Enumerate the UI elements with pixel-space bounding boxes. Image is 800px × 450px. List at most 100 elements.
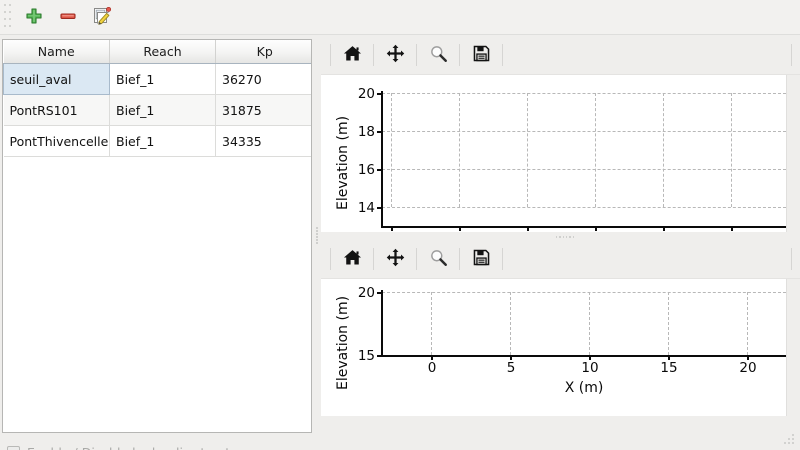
x-axis-line [381, 226, 786, 228]
y-tick-label: 14 [357, 200, 375, 216]
home-icon [343, 44, 362, 66]
zoom-button[interactable] [422, 243, 454, 275]
plot-toolbar-top [321, 35, 800, 75]
floppy-disk-icon [472, 44, 491, 66]
x-tick [589, 355, 591, 360]
move-icon [386, 44, 405, 66]
toolbar-separator [791, 248, 792, 270]
x-tick [663, 226, 665, 231]
x-tick [731, 226, 733, 231]
gridline-h [382, 207, 786, 208]
x-tick [510, 355, 512, 360]
column-header-name[interactable]: Name [3, 40, 110, 64]
splitter-grip-icon [315, 226, 319, 244]
x-tick [391, 226, 393, 231]
horizontal-splitter[interactable] [321, 233, 800, 239]
y-tick [377, 93, 382, 95]
enable-structure-checkbox[interactable] [7, 445, 20, 450]
x-tick [595, 226, 597, 231]
save-button[interactable] [465, 39, 497, 71]
gridline-h [382, 131, 786, 132]
toolbar-separator [330, 247, 331, 270]
enable-structure-label: Enable / Disable hydraulic structure [27, 445, 251, 450]
gridline-v [731, 93, 732, 207]
y-axis-line [381, 290, 383, 357]
cell-name[interactable]: PontThivencelle [3, 125, 110, 157]
vertical-splitter[interactable] [313, 35, 321, 450]
pan-button[interactable] [379, 243, 411, 275]
cross-section-chart-canvas[interactable]: Elevation (m) 20 15 [321, 279, 787, 416]
x-axis-line [381, 355, 786, 357]
plus-icon [25, 7, 43, 28]
floppy-disk-icon [472, 248, 491, 270]
enable-structure-checkbox-row[interactable]: Enable / Disable hydraulic structure [7, 441, 251, 450]
home-button[interactable] [336, 243, 368, 275]
column-header-reach[interactable]: Reach [109, 40, 216, 64]
cell-kp[interactable]: 34335 [215, 125, 311, 157]
y-tick [377, 292, 382, 294]
magnifier-icon [429, 248, 448, 270]
x-tick-label: 5 [506, 360, 516, 376]
cell-name[interactable]: seuil_aval [3, 63, 110, 95]
toolbar-drag-handle[interactable] [2, 4, 14, 29]
y-tick [377, 131, 382, 133]
cross-section-plot: Elevation (m) 20 15 [321, 239, 800, 417]
add-structure-button[interactable] [18, 2, 50, 32]
longitudinal-profile-plot: Elevation (m) 20 1 [321, 35, 800, 247]
gridline-v [510, 292, 511, 355]
cell-name[interactable]: PontRS101 [3, 94, 110, 126]
table-header-row: Name Reach Kp [3, 40, 311, 64]
y-tick [377, 207, 382, 209]
window-resize-grip-icon[interactable] [784, 434, 797, 447]
x-tick [747, 355, 749, 360]
edit-structure-button[interactable] [86, 2, 118, 32]
cell-kp[interactable]: 36270 [215, 63, 311, 95]
chart-ylabel: Elevation (m) [335, 115, 351, 210]
y-tick [377, 355, 382, 357]
y-tick-label: 18 [357, 124, 375, 140]
x-tick-label: 0 [427, 360, 437, 376]
gridline-v [431, 292, 432, 355]
table-row[interactable]: PontRS101 Bief_1 31875 [3, 94, 311, 126]
pan-button[interactable] [379, 39, 411, 71]
gridline-v [589, 292, 590, 355]
chart-xlabel: X (m) [564, 380, 604, 396]
gridline-h [382, 169, 786, 170]
profile-chart-canvas[interactable]: Elevation (m) 20 1 [321, 75, 787, 247]
x-tick-label: 20 [739, 360, 757, 376]
x-tick-label: 15 [660, 360, 678, 376]
table-row[interactable]: seuil_aval Bief_1 36270 [3, 63, 311, 95]
save-button[interactable] [465, 243, 497, 275]
cell-reach[interactable]: Bief_1 [109, 94, 216, 126]
gridline-h [382, 292, 786, 293]
toolbar-separator [330, 43, 331, 66]
zoom-button[interactable] [422, 39, 454, 71]
home-button[interactable] [336, 39, 368, 71]
cell-reach[interactable]: Bief_1 [109, 125, 216, 157]
toolbar-separator [791, 44, 792, 66]
cell-kp[interactable]: 31875 [215, 94, 311, 126]
gridline-v [527, 93, 528, 207]
column-header-kp[interactable]: Kp [215, 40, 311, 64]
x-tick [668, 355, 670, 360]
plots-panel: Elevation (m) 20 1 [321, 35, 800, 450]
gridline-h [382, 93, 786, 94]
table-row[interactable]: PontThivencelle Bief_1 34335 [3, 125, 311, 157]
structures-panel: Name Reach Kp seuil_aval Bief_1 36270 Po… [0, 35, 313, 450]
structures-table[interactable]: Name Reach Kp seuil_aval Bief_1 36270 Po… [2, 39, 312, 433]
y-tick-label: 20 [357, 86, 375, 102]
gridline-v [747, 292, 748, 355]
gridline-v [663, 93, 664, 207]
edit-document-icon [92, 6, 112, 29]
main-toolbar [0, 0, 800, 35]
y-axis-line [381, 91, 383, 227]
move-icon [386, 248, 405, 270]
toolbar-separator [502, 247, 503, 270]
toolbar-separator [502, 43, 503, 66]
remove-structure-button[interactable] [52, 2, 84, 32]
magnifier-icon [429, 44, 448, 66]
x-tick [459, 226, 461, 231]
cell-reach[interactable]: Bief_1 [109, 63, 216, 95]
y-tick-label: 15 [357, 348, 375, 364]
